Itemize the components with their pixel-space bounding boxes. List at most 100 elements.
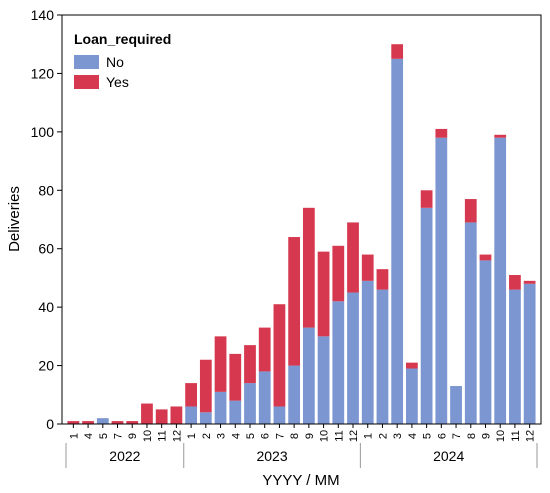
bar-no-2024-12 <box>523 283 536 424</box>
bar-no-2024-09 <box>479 260 492 424</box>
legend-title: Loan_required <box>74 31 171 47</box>
bars-layer <box>67 44 536 424</box>
x-tick-label: 6 <box>260 433 272 439</box>
bar-yes-2023-11 <box>332 245 345 302</box>
x-tick-label: 9 <box>480 433 492 439</box>
bar-no-2023-02 <box>199 412 212 424</box>
y-tick-label: 0 <box>46 416 54 432</box>
bar-yes-2023-02 <box>199 359 212 413</box>
x-tick-label: 12 <box>525 430 537 442</box>
x-tick-label: 12 <box>171 430 183 442</box>
x-tick-label: 5 <box>422 433 434 439</box>
year-label-2022: 2022 <box>109 448 140 464</box>
x-tick-label: 4 <box>83 433 95 439</box>
x-tick-label: 2 <box>201 433 213 439</box>
legend-label-yes: Yes <box>106 74 129 90</box>
x-axis-title: YYYY / MM <box>262 472 339 489</box>
bar-no-2024-10 <box>494 137 507 424</box>
bar-yes-2024-01 <box>361 254 374 281</box>
bar-yes-2022-09 <box>126 421 139 424</box>
x-tick-label: 10 <box>319 430 331 442</box>
x-tick-label: 8 <box>289 433 301 439</box>
x-tick-label: 3 <box>216 433 228 439</box>
x-tick-label: 7 <box>274 433 286 439</box>
x-tick-label: 7 <box>113 433 125 439</box>
x-tick-label: 10 <box>142 430 154 442</box>
y-tick-label: 120 <box>31 65 55 81</box>
bar-no-2024-07 <box>450 386 462 424</box>
x-tick-label: 11 <box>510 430 522 441</box>
y-tick-label: 20 <box>38 358 54 374</box>
bar-yes-2023-01 <box>185 383 197 407</box>
bar-yes-2024-10 <box>494 134 507 138</box>
x-tick-label: 12 <box>348 430 360 442</box>
bar-no-2024-01 <box>361 280 374 424</box>
x-tick-label: 8 <box>466 433 478 439</box>
bar-yes-2023-04 <box>229 353 242 401</box>
bar-yes-2023-08 <box>288 237 301 366</box>
bar-yes-2023-10 <box>317 251 330 337</box>
bar-no-2023-05 <box>244 383 256 424</box>
x-tick-label: 4 <box>407 433 419 439</box>
legend-swatch-no <box>74 55 99 69</box>
bar-yes-2022-10 <box>141 403 153 424</box>
bar-no-2023-08 <box>288 365 301 424</box>
bar-no-2023-01 <box>185 406 197 424</box>
y-tick-label: 140 <box>31 7 55 23</box>
bar-yes-2022-12 <box>170 406 183 424</box>
bar-no-2024-06 <box>435 137 448 424</box>
bar-no-2024-02 <box>376 289 389 424</box>
x-tick-label: 1 <box>363 433 375 439</box>
x-tick-label: 11 <box>333 430 345 441</box>
bar-no-2024-04 <box>406 368 418 424</box>
bar-yes-2023-09 <box>302 207 315 328</box>
bar-no-2024-03 <box>391 58 404 424</box>
y-tick-label: 100 <box>31 124 55 140</box>
x-tick-label: 5 <box>98 433 110 439</box>
bar-yes-2022-07 <box>111 421 124 424</box>
y-tick-label: 60 <box>38 241 54 257</box>
bar-yes-2024-06 <box>435 128 448 138</box>
x-tick-label: 7 <box>451 433 463 439</box>
x-tick-label: 3 <box>392 433 404 439</box>
bar-no-2023-11 <box>332 301 345 424</box>
x-tick-label: 10 <box>495 430 507 442</box>
bar-no-2022-05 <box>96 418 109 424</box>
bar-yes-2022-04 <box>82 421 94 424</box>
bar-no-2023-06 <box>258 371 271 424</box>
x-tick-label: 4 <box>230 433 242 439</box>
bar-yes-2024-09 <box>479 254 492 261</box>
bar-yes-2024-12 <box>523 280 536 284</box>
bar-yes-2024-02 <box>376 269 389 290</box>
legend-swatch-yes <box>74 75 99 89</box>
bar-yes-2024-11 <box>509 275 521 290</box>
bar-no-2024-08 <box>464 222 477 424</box>
y-axis-title: Deliveries <box>6 186 23 252</box>
legend: Loan_required No Yes <box>74 31 171 90</box>
x-tick-label: 9 <box>304 433 316 439</box>
year-label-2023: 2023 <box>256 448 287 464</box>
x-tick-label: 9 <box>127 433 139 439</box>
bar-no-2023-04 <box>229 400 242 424</box>
year-label-2024: 2024 <box>433 448 464 464</box>
bar-yes-2023-07 <box>273 304 286 407</box>
y-axis: 0 20 40 60 80 100 120 140 <box>31 7 62 432</box>
x-tick-label: 5 <box>245 433 257 439</box>
legend-label-no: No <box>106 54 124 70</box>
x-tick-label: 1 <box>186 433 198 439</box>
bar-yes-2022-01 <box>67 421 80 424</box>
y-tick-label: 40 <box>38 299 54 315</box>
bar-yes-2023-12 <box>347 222 359 293</box>
bar-no-2023-09 <box>302 327 315 424</box>
bar-yes-2022-11 <box>155 409 168 424</box>
bar-no-2024-05 <box>420 207 433 424</box>
plot-frame <box>61 14 542 425</box>
bar-no-2023-12 <box>347 292 359 424</box>
bar-yes-2024-08 <box>464 199 477 223</box>
x-tick-label: 1 <box>68 433 80 439</box>
bar-yes-2024-04 <box>406 362 418 369</box>
bar-yes-2023-05 <box>244 345 256 384</box>
x-tick-label: 6 <box>436 433 448 439</box>
x-tick-label: 11 <box>157 430 169 441</box>
